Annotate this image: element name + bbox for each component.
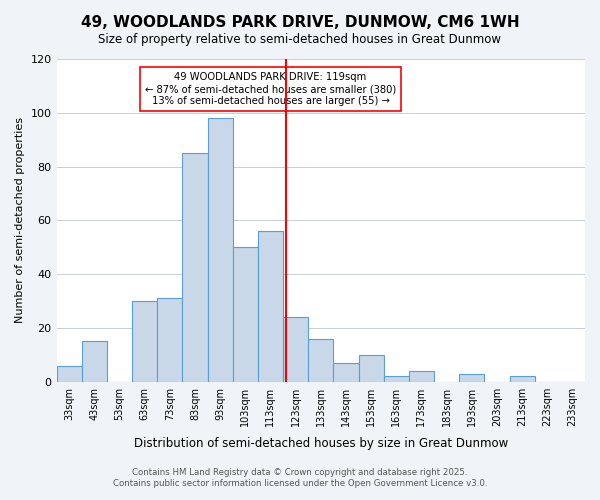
Text: Size of property relative to semi-detached houses in Great Dunmow: Size of property relative to semi-detach… xyxy=(98,32,502,46)
Bar xyxy=(359,355,383,382)
Bar xyxy=(334,363,359,382)
Bar xyxy=(308,338,334,382)
Bar xyxy=(233,247,258,382)
Bar xyxy=(258,231,283,382)
Text: 49 WOODLANDS PARK DRIVE: 119sqm
← 87% of semi-detached houses are smaller (380)
: 49 WOODLANDS PARK DRIVE: 119sqm ← 87% of… xyxy=(145,72,396,106)
Bar xyxy=(208,118,233,382)
Bar xyxy=(409,371,434,382)
Bar xyxy=(509,376,535,382)
Y-axis label: Number of semi-detached properties: Number of semi-detached properties xyxy=(15,118,25,324)
Bar xyxy=(82,342,107,382)
Text: Contains HM Land Registry data © Crown copyright and database right 2025.
Contai: Contains HM Land Registry data © Crown c… xyxy=(113,468,487,487)
X-axis label: Distribution of semi-detached houses by size in Great Dunmow: Distribution of semi-detached houses by … xyxy=(134,437,508,450)
Bar xyxy=(132,301,157,382)
Bar xyxy=(157,298,182,382)
Bar xyxy=(56,366,82,382)
Bar xyxy=(182,153,208,382)
Text: 49, WOODLANDS PARK DRIVE, DUNMOW, CM6 1WH: 49, WOODLANDS PARK DRIVE, DUNMOW, CM6 1W… xyxy=(80,15,520,30)
Bar xyxy=(459,374,484,382)
Bar xyxy=(383,376,409,382)
Bar xyxy=(283,317,308,382)
